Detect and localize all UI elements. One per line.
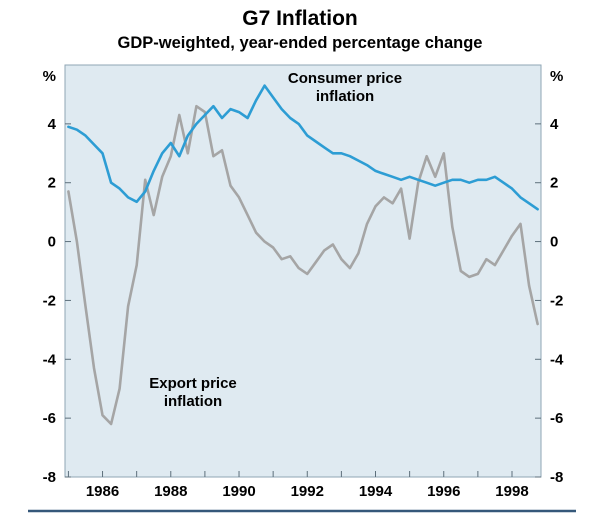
chart-title: G7 Inflation — [242, 7, 358, 30]
chart-header: G7 Inflation GDP-weighted, year-ended pe… — [0, 6, 600, 54]
svg-text:-8: -8 — [43, 469, 56, 486]
consumer-series-label-line2: inflation — [315, 88, 375, 105]
export-series-label-line1: Export price — [149, 375, 237, 392]
consumer-series-label: Consumer price inflation — [270, 70, 420, 106]
svg-text:-6: -6 — [550, 410, 563, 427]
svg-text:1990: 1990 — [222, 483, 255, 500]
svg-text:-2: -2 — [550, 292, 563, 309]
svg-text:-4: -4 — [43, 351, 57, 368]
consumer-series-label-line1: Consumer price — [287, 70, 403, 87]
svg-text:%: % — [43, 68, 56, 85]
svg-text:1998: 1998 — [495, 483, 528, 500]
svg-text:1994: 1994 — [359, 483, 393, 500]
svg-text:4: 4 — [48, 116, 57, 133]
svg-text:-2: -2 — [43, 292, 56, 309]
svg-text:0: 0 — [550, 234, 558, 251]
chart-subtitle: GDP-weighted, year-ended percentage chan… — [117, 34, 483, 52]
svg-text:2: 2 — [550, 175, 558, 192]
svg-text:1988: 1988 — [154, 483, 187, 500]
svg-text:-8: -8 — [550, 469, 563, 486]
export-series-label-line2: inflation — [163, 393, 223, 410]
svg-text:1992: 1992 — [291, 483, 324, 500]
svg-text:2: 2 — [48, 175, 56, 192]
svg-text:1986: 1986 — [86, 483, 119, 500]
svg-text:-6: -6 — [43, 410, 56, 427]
svg-text:-4: -4 — [550, 351, 564, 368]
svg-text:0: 0 — [48, 234, 56, 251]
svg-text:4: 4 — [550, 116, 559, 133]
export-series-label: Export price inflation — [131, 375, 255, 411]
svg-text:1996: 1996 — [427, 483, 460, 500]
svg-text:%: % — [550, 68, 563, 85]
